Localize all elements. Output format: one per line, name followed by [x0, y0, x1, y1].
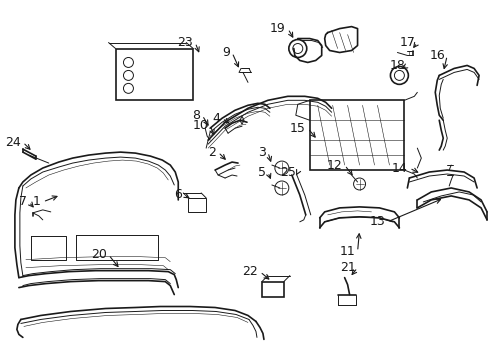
Text: 15: 15: [290, 122, 306, 135]
Text: 18: 18: [390, 59, 405, 72]
Text: 11: 11: [340, 245, 356, 258]
Text: 9: 9: [222, 46, 230, 59]
Text: 16: 16: [429, 49, 445, 62]
Text: 2: 2: [208, 145, 216, 159]
Text: 23: 23: [177, 36, 193, 49]
Text: 25: 25: [280, 166, 296, 179]
Text: 5: 5: [258, 166, 266, 179]
Text: 1: 1: [33, 195, 41, 208]
Bar: [116, 49, 193, 100]
Text: 24: 24: [5, 136, 21, 149]
Text: 7: 7: [19, 195, 27, 208]
Text: 13: 13: [370, 215, 386, 228]
Bar: [310, 100, 404, 170]
Text: 12: 12: [327, 158, 343, 172]
Text: 19: 19: [270, 22, 286, 35]
Bar: [188, 198, 206, 212]
Text: 20: 20: [91, 248, 106, 261]
Text: 6: 6: [174, 188, 182, 202]
Text: 8: 8: [192, 109, 200, 122]
Text: 3: 3: [258, 145, 266, 159]
Text: 22: 22: [242, 265, 258, 278]
Text: 17: 17: [399, 36, 416, 49]
Text: 21: 21: [340, 261, 356, 274]
Text: 14: 14: [392, 162, 407, 175]
Text: 4: 4: [212, 112, 220, 125]
Text: 10: 10: [192, 119, 208, 132]
Bar: [262, 282, 284, 297]
